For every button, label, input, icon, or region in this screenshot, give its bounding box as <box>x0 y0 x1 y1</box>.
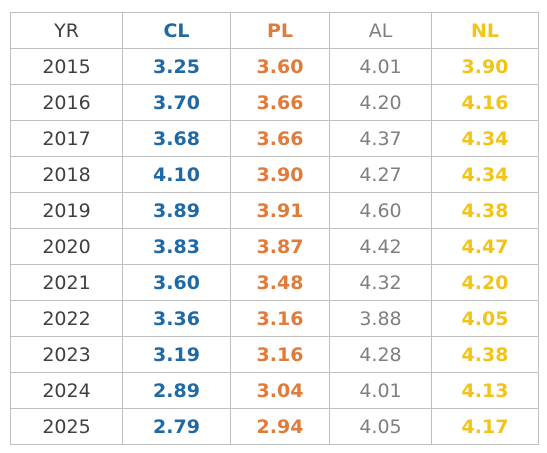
cell: 4.20 <box>329 84 432 121</box>
cell: 2020 <box>10 228 123 265</box>
header-cell: PL <box>230 12 330 49</box>
cell: 4.17 <box>431 408 539 445</box>
header-cell: NL <box>431 12 539 49</box>
cell: 3.90 <box>230 156 330 193</box>
cell: 4.42 <box>329 228 432 265</box>
data-row: 2020 3.83 3.87 4.42 4.47 <box>10 228 539 265</box>
data-row: 2019 3.89 3.91 4.60 4.38 <box>10 192 539 229</box>
cell: 2.79 <box>122 408 231 445</box>
cell: 3.48 <box>230 264 330 301</box>
cell: 2021 <box>10 264 123 301</box>
cell: 4.01 <box>329 372 432 409</box>
cell: 4.01 <box>329 48 432 85</box>
data-row: 2025 2.79 2.94 4.05 4.17 <box>10 408 539 445</box>
data-row: 2023 3.19 3.16 4.28 4.38 <box>10 336 539 373</box>
data-row: 2024 2.89 3.04 4.01 4.13 <box>10 372 539 409</box>
cell: 4.47 <box>431 228 539 265</box>
cell: 3.66 <box>230 84 330 121</box>
cell: 4.34 <box>431 156 539 193</box>
cell: 2016 <box>10 84 123 121</box>
cell: 4.60 <box>329 192 432 229</box>
data-row: 2015 3.25 3.60 4.01 3.90 <box>10 48 539 85</box>
cell: 3.25 <box>122 48 231 85</box>
header-row: YR CL PL AL NL <box>10 12 539 49</box>
data-row: 2018 4.10 3.90 4.27 4.34 <box>10 156 539 193</box>
cell: 3.16 <box>230 300 330 337</box>
cell: 3.88 <box>329 300 432 337</box>
cell: 4.05 <box>431 300 539 337</box>
cell: 2019 <box>10 192 123 229</box>
cell: 4.38 <box>431 336 539 373</box>
cell: 3.87 <box>230 228 330 265</box>
cell: 2018 <box>10 156 123 193</box>
table: YR CL PL AL NL 2015 3.25 3.60 4.01 3.90 2016 3.70 3.… <box>10 12 539 445</box>
cell: 4.16 <box>431 84 539 121</box>
cell: 4.27 <box>329 156 432 193</box>
cell: 3.60 <box>122 264 231 301</box>
cell: 2.89 <box>122 372 231 409</box>
cell: 2022 <box>10 300 123 337</box>
cell: 2023 <box>10 336 123 373</box>
header-cell: YR <box>10 12 123 49</box>
cell: 3.89 <box>122 192 231 229</box>
cell: 3.36 <box>122 300 231 337</box>
cell: 2024 <box>10 372 123 409</box>
data-row: 2021 3.60 3.48 4.32 4.20 <box>10 264 539 301</box>
cell: 4.38 <box>431 192 539 229</box>
cell: 4.05 <box>329 408 432 445</box>
data-row: 2017 3.68 3.66 4.37 4.34 <box>10 120 539 157</box>
header-cell: CL <box>122 12 231 49</box>
cell: 3.70 <box>122 84 231 121</box>
cell: 2025 <box>10 408 123 445</box>
cell: 2.94 <box>230 408 330 445</box>
cell: 3.68 <box>122 120 231 157</box>
cell: 2017 <box>10 120 123 157</box>
cell: 4.10 <box>122 156 231 193</box>
cell: 3.66 <box>230 120 330 157</box>
cell: 4.34 <box>431 120 539 157</box>
data-row: 2016 3.70 3.66 4.20 4.16 <box>10 84 539 121</box>
cell: 4.20 <box>431 264 539 301</box>
cell: 3.04 <box>230 372 330 409</box>
cell: 3.83 <box>122 228 231 265</box>
cell: 4.13 <box>431 372 539 409</box>
cell: 3.60 <box>230 48 330 85</box>
cell: 3.90 <box>431 48 539 85</box>
cell: 3.16 <box>230 336 330 373</box>
cell: 4.28 <box>329 336 432 373</box>
cell: 4.32 <box>329 264 432 301</box>
cell: 3.91 <box>230 192 330 229</box>
data-row: 2022 3.36 3.16 3.88 4.05 <box>10 300 539 337</box>
cell: 3.19 <box>122 336 231 373</box>
cell: 2015 <box>10 48 123 85</box>
cell: 4.37 <box>329 120 432 157</box>
header-cell: AL <box>329 12 432 49</box>
